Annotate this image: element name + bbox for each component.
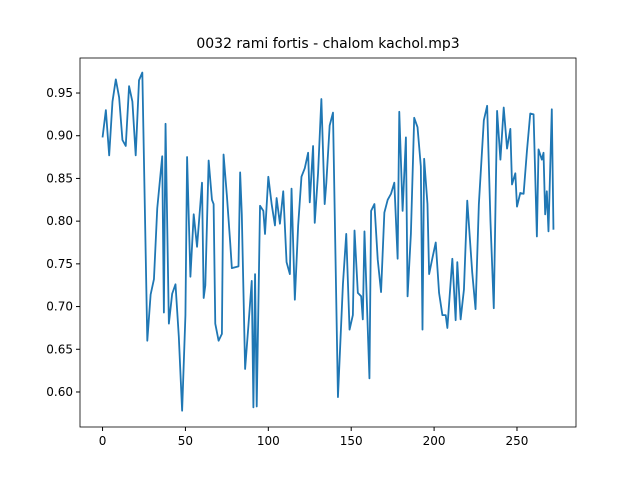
y-tick-label: 0.80	[46, 214, 73, 228]
chart-title: 0032 rami fortis - chalom kachol.mp3	[196, 36, 459, 52]
x-tick-label: 200	[423, 434, 446, 448]
plot-frame	[79, 57, 577, 428]
y-tick-label: 0.90	[46, 129, 73, 143]
y-tick-label: 0.75	[46, 257, 73, 271]
y-tick-label: 0.70	[46, 300, 73, 314]
x-tick-label: 100	[257, 434, 280, 448]
x-tick-label: 50	[178, 434, 193, 448]
y-tick-label: 0.65	[46, 342, 73, 356]
y-tick-label: 0.85	[46, 171, 73, 185]
y-tick-label: 0.95	[46, 86, 73, 100]
x-tick-label: 150	[340, 434, 363, 448]
y-tick-label: 0.60	[46, 385, 73, 399]
x-tick-label: 0	[99, 434, 107, 448]
x-tick-label: 250	[506, 434, 529, 448]
data-line	[101, 71, 555, 412]
